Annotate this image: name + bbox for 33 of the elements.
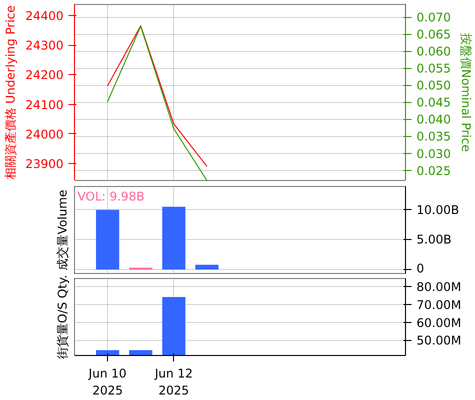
y2-tick-label: 0.050 bbox=[416, 78, 451, 93]
y2-tick-label: 0.030 bbox=[416, 146, 451, 161]
y-tick-label: 80.00M bbox=[416, 280, 462, 294]
x-tick-label: Jun 10 2025 bbox=[88, 366, 127, 398]
y2-tick-label: 0.025 bbox=[416, 164, 451, 178]
y-axis-title: 相關資產價格 Underlying Price bbox=[3, 5, 18, 180]
y-tick-label: 24300 bbox=[25, 38, 64, 53]
x-tick-label: Jun 12 2025 bbox=[154, 366, 193, 398]
y2-tick-label: 0.035 bbox=[416, 130, 451, 144]
y-tick-label: 23900 bbox=[25, 157, 64, 172]
y-tick-label: 24400 bbox=[25, 8, 64, 23]
y-tick-label: 0 bbox=[416, 262, 424, 276]
y2-tick-label: 0.070 bbox=[416, 10, 451, 25]
y-tick-label: 24000 bbox=[25, 127, 64, 142]
bar bbox=[162, 206, 186, 270]
y-tick-label: 24200 bbox=[25, 68, 64, 82]
y2-axis-title: 按盤價Nominal Price bbox=[458, 33, 473, 152]
y2-tick-label: 0.060 bbox=[416, 44, 451, 59]
y2-tick-label: 0.040 bbox=[416, 112, 451, 127]
y2-tick-label: 0.045 bbox=[416, 96, 451, 110]
bar bbox=[195, 264, 218, 270]
annotation: VOL: 9.98B bbox=[78, 190, 144, 204]
y-tick-label: 5.00B bbox=[416, 232, 452, 247]
y-tick-label: 10.00B bbox=[416, 202, 460, 217]
y2-tick-label: 0.055 bbox=[416, 62, 451, 76]
y-tick-label: 24100 bbox=[25, 98, 64, 112]
y2-tick-label: 0.065 bbox=[416, 28, 451, 42]
bar bbox=[96, 210, 120, 270]
y-tick-label: 50.00M bbox=[416, 334, 462, 348]
y-tick-label: 70.00M bbox=[416, 298, 462, 312]
y-axis-title: 成交量Volume bbox=[56, 190, 70, 270]
y-axis-title: 街貨量O/S Qty. bbox=[56, 274, 70, 360]
y-tick-label: 60.00M bbox=[416, 316, 462, 330]
